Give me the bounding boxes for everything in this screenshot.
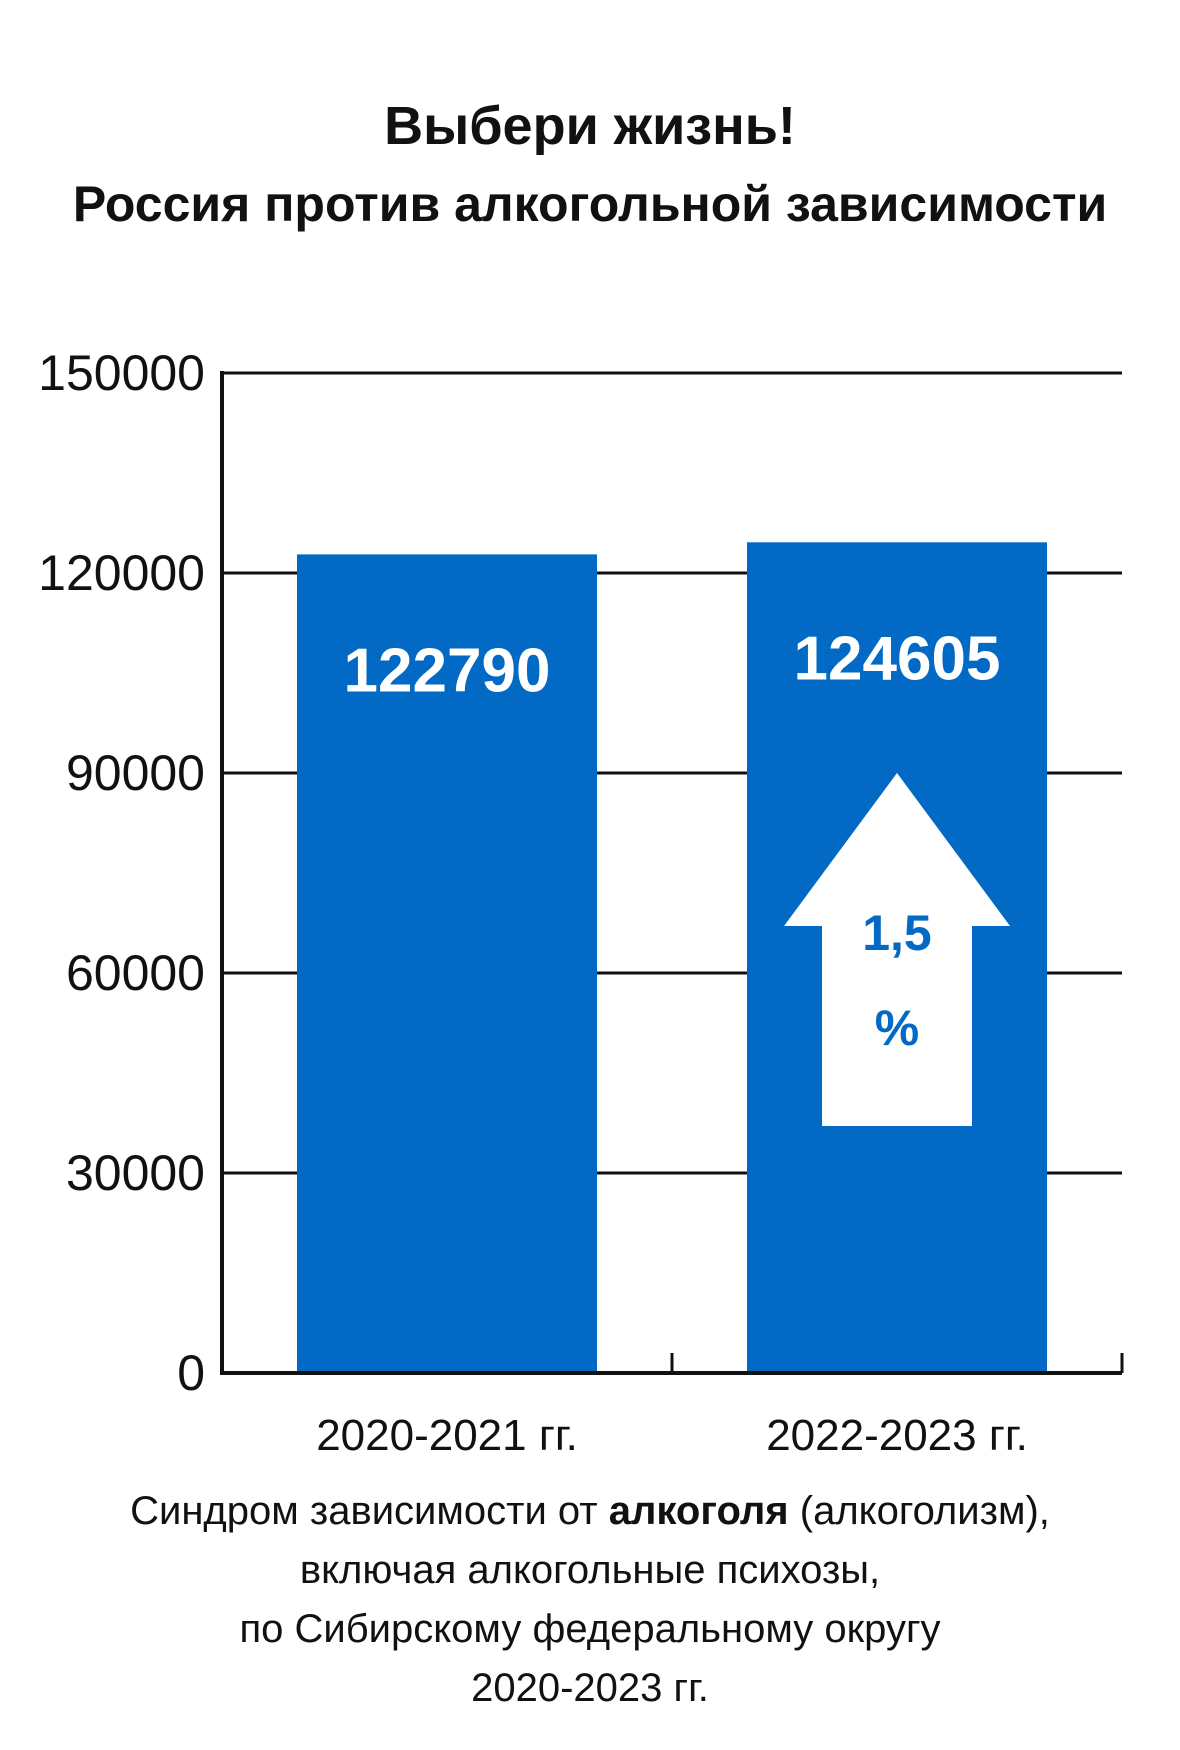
chart-caption: Синдром зависимости от алкоголя (алкогол… [0, 1482, 1180, 1718]
bar-value-label: 124605 [794, 624, 1001, 693]
y-tick-label: 150000 [38, 345, 205, 401]
bar-chart: 0 30000 60000 90000 120000 150000 122790 2020-2… [38, 345, 1124, 1460]
chart-title: Выбери жизнь! [384, 96, 796, 156]
bar [297, 554, 597, 1373]
chart-subtitle: Россия против алкогольной зависимости [72, 176, 1108, 232]
y-tick-label: 0 [177, 1345, 205, 1401]
caption-text-tail: (алкоголизм), [788, 1489, 1050, 1533]
caption-line-2: включая алкогольные психозы, [299, 1548, 881, 1592]
y-tick-label: 30000 [66, 1145, 205, 1201]
caption-line-3: по Сибирскому федеральному округу [239, 1607, 941, 1651]
y-tick-label: 120000 [38, 545, 205, 601]
caption-line-4: 2020-2023 гг. [471, 1666, 709, 1710]
x-tick-label: 2022-2023 гг. [766, 1411, 1028, 1460]
y-tick-label: 60000 [66, 945, 205, 1001]
increase-arrow-icon [784, 773, 1010, 1126]
increase-percent-sign: % [875, 1000, 919, 1056]
increase-percent-value: 1,5 [862, 905, 932, 961]
caption-text: Синдром зависимости от [130, 1489, 609, 1533]
x-tick-label: 2020-2021 гг. [316, 1411, 578, 1460]
caption-line-1: Синдром зависимости от алкоголя (алкогол… [0, 1482, 1180, 1541]
y-tick-label: 90000 [66, 745, 205, 801]
bar-value-label: 122790 [344, 636, 551, 705]
caption-keyword: алкоголя [608, 1489, 789, 1533]
